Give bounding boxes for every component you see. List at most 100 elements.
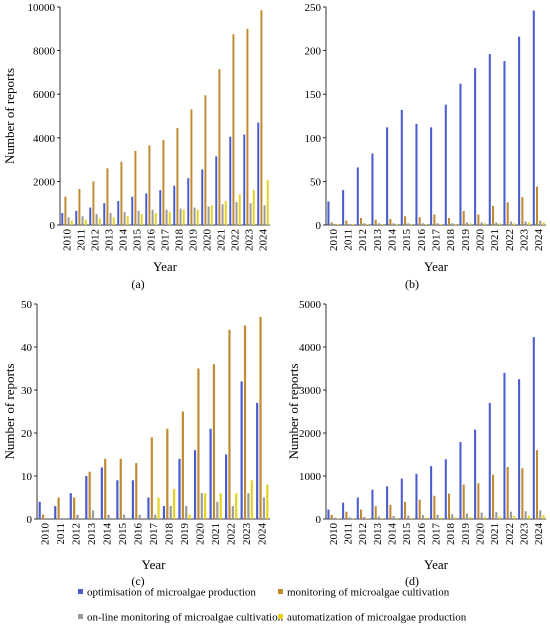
panel-label: (d) xyxy=(405,574,419,588)
bar-monitoring-2020 xyxy=(204,95,207,225)
bar-monitoring-2019 xyxy=(190,109,193,225)
bar-optimisation-2024 xyxy=(257,122,260,225)
bar-monitoring-2022 xyxy=(506,466,509,519)
bar-optimisation-2011 xyxy=(342,190,345,225)
x-tick-label: 2024 xyxy=(533,229,545,252)
x-tick-label: 2016 xyxy=(416,523,428,546)
bar-online-monitoring-2022 xyxy=(235,202,238,225)
y-tick-label: 100 xyxy=(305,133,322,145)
bar-optimisation-2015 xyxy=(131,196,134,225)
bar-monitoring-2012 xyxy=(73,497,76,519)
x-tick-label: 2013 xyxy=(86,523,98,546)
x-tick-label: 2014 xyxy=(101,523,113,546)
bar-automatization-2022 xyxy=(235,493,238,519)
bar-automatization-2010 xyxy=(70,220,73,225)
bar-automatization-2023 xyxy=(252,190,255,225)
bar-monitoring-2017 xyxy=(150,437,153,519)
bar-monitoring-2024 xyxy=(260,10,263,225)
bar-automatization-2018 xyxy=(173,488,176,519)
bar-automatization-2024 xyxy=(542,515,545,519)
y-axis-title: Number of reports xyxy=(2,363,17,459)
bar-optimisation-2010 xyxy=(61,213,64,225)
bar-optimisation-2016 xyxy=(415,123,418,225)
legend-swatch-optimisation xyxy=(78,589,83,594)
bar-automatization-2017 xyxy=(157,497,160,519)
bar-monitoring-2014 xyxy=(389,504,392,519)
bar-optimisation-2019 xyxy=(178,458,181,519)
x-tick-label: 2012 xyxy=(70,523,82,545)
bar-monitoring-2023 xyxy=(246,28,249,225)
bar-monitoring-2021 xyxy=(492,205,495,225)
bar-monitoring-2016 xyxy=(418,217,421,225)
x-tick-label: 2012 xyxy=(90,229,102,251)
legend: optimisation of microalgae production mo… xyxy=(78,587,467,624)
bar-automatization-2024 xyxy=(542,222,545,225)
y-tick-label: 250 xyxy=(305,2,322,14)
bar-automatization-2013 xyxy=(381,518,384,519)
bar-automatization-2024 xyxy=(266,484,269,519)
y-tick-label: 10000 xyxy=(28,2,56,14)
x-tick-label: 2021 xyxy=(210,523,222,545)
bar-online-monitoring-2021 xyxy=(495,512,498,519)
x-tick-label: 2016 xyxy=(416,229,428,252)
bar-optimisation-2014 xyxy=(117,201,120,225)
x-tick-label: 2012 xyxy=(357,229,369,251)
bar-online-monitoring-2019 xyxy=(193,207,196,225)
bar-monitoring-2018 xyxy=(176,127,179,225)
legend-label-online-monitoring: on-line monitoring of microalgae cultiva… xyxy=(87,612,284,624)
bar-monitoring-2016 xyxy=(148,145,151,225)
x-axis-title: Year xyxy=(153,259,178,274)
bar-automatization-2014 xyxy=(126,216,129,225)
bar-online-monitoring-2019 xyxy=(185,506,188,519)
bar-online-monitoring-2015 xyxy=(123,514,126,519)
bar-monitoring-2010 xyxy=(41,514,45,519)
bar-optimisation-2015 xyxy=(400,478,403,519)
x-tick-label: 2018 xyxy=(445,229,457,252)
bar-online-monitoring-2016 xyxy=(138,514,141,519)
bar-optimisation-2022 xyxy=(225,454,228,519)
bar-monitoring-2015 xyxy=(404,501,407,519)
bar-monitoring-2014 xyxy=(104,458,107,519)
y-tick-label: 4000 xyxy=(299,342,322,354)
bar-optimisation-2023 xyxy=(240,381,243,519)
x-tick-label: 2011 xyxy=(55,523,67,545)
chart-panel-c: 0 10 20 30 40 50 2010 2011 2012 2013 2014 2015 2016 2… xyxy=(2,299,270,588)
bar-optimisation-2012 xyxy=(356,167,359,225)
bar-optimisation-2018 xyxy=(444,104,447,225)
bar-monitoring-2022 xyxy=(232,34,235,225)
y-tick-label: 2000 xyxy=(33,176,56,188)
bar-online-monitoring-2014 xyxy=(392,223,395,225)
bar-online-monitoring-2022 xyxy=(509,511,512,519)
bar-optimisation-2013 xyxy=(103,203,106,225)
bar-optimisation-2024 xyxy=(256,402,259,519)
bar-online-monitoring-2013 xyxy=(91,510,95,519)
bar-optimisation-2016 xyxy=(131,480,134,519)
bar-online-monitoring-2013 xyxy=(377,516,380,519)
bar-automatization-2020 xyxy=(483,223,486,225)
bar-monitoring-2012 xyxy=(92,181,95,225)
legend-label-automatization: automatization of microalgae production xyxy=(287,612,467,624)
bar-online-monitoring-2024 xyxy=(263,205,266,225)
bar-automatization-2014 xyxy=(395,224,398,225)
x-tick-label: 2020 xyxy=(195,523,207,546)
bar-monitoring-2024 xyxy=(259,316,262,519)
bar-online-monitoring-2024 xyxy=(539,510,542,519)
bar-online-monitoring-2024 xyxy=(262,497,265,519)
bar-online-monitoring-2023 xyxy=(249,203,252,225)
bar-online-monitoring-2018 xyxy=(169,506,172,519)
bar-optimisation-2012 xyxy=(69,493,72,519)
bar-automatization-2022 xyxy=(513,515,516,519)
bar-monitoring-2016 xyxy=(418,499,421,519)
x-tick-label: 2022 xyxy=(226,523,238,545)
bar-monitoring-2023 xyxy=(521,197,524,225)
bar-monitoring-2023 xyxy=(243,325,247,519)
legend-label-monitoring: monitoring of microalgae cultivation xyxy=(287,587,450,599)
bar-automatization-2020 xyxy=(204,493,207,519)
bar-optimisation-2024 xyxy=(532,10,535,225)
x-tick-label: 2019 xyxy=(179,523,191,546)
bar-online-monitoring-2013 xyxy=(109,213,112,225)
bar-monitoring-2021 xyxy=(212,364,216,519)
bar-monitoring-2015 xyxy=(404,216,407,225)
